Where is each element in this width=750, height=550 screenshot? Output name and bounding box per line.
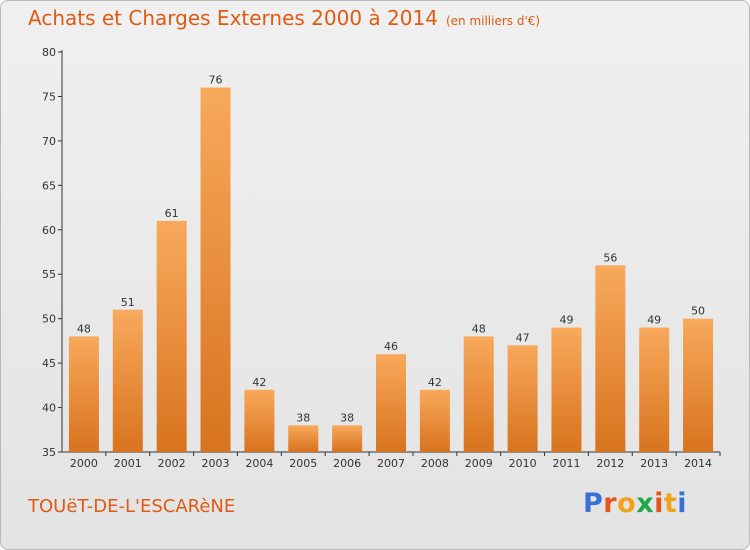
data-label: 42 xyxy=(428,376,442,389)
proxiti-logo-letter: i xyxy=(677,488,688,519)
x-tick-label: 2005 xyxy=(289,457,317,470)
data-label: 56 xyxy=(603,251,617,264)
x-tick-label: 2001 xyxy=(114,457,142,470)
y-tick-label: 60 xyxy=(42,224,56,237)
x-tick-label: 2007 xyxy=(377,457,405,470)
proxiti-logo-letter: i xyxy=(654,488,664,519)
data-label: 42 xyxy=(252,376,266,389)
x-tick-label: 2014 xyxy=(684,457,712,470)
bar xyxy=(244,389,275,452)
y-tick-label: 40 xyxy=(42,402,56,415)
chart-title: Achats et Charges Externes 2000 à 2014 (e… xyxy=(28,6,540,30)
proxiti-logo[interactable]: Proxiti xyxy=(583,488,687,519)
bar xyxy=(595,265,626,452)
bar xyxy=(419,389,450,452)
data-label: 46 xyxy=(384,340,398,353)
x-tick-label: 2008 xyxy=(421,457,449,470)
data-label: 50 xyxy=(691,305,705,318)
y-tick-label: 55 xyxy=(42,268,56,281)
y-tick-label: 65 xyxy=(42,179,56,192)
y-tick-label: 50 xyxy=(42,313,56,326)
x-tick-label: 2002 xyxy=(158,457,186,470)
chart-title-unit: (en milliers d'€) xyxy=(445,14,541,28)
commune-name: TOUëT-DE-L'ESCARèNE xyxy=(28,496,236,517)
chart-title-main: Achats et Charges Externes 2000 à 2014 xyxy=(28,6,438,30)
data-label: 38 xyxy=(340,411,354,424)
y-tick-label: 70 xyxy=(42,135,56,148)
data-label: 38 xyxy=(296,411,310,424)
y-tick-label: 45 xyxy=(42,357,56,370)
x-tick-label: 2003 xyxy=(202,457,230,470)
bar xyxy=(376,354,406,452)
x-tick-label: 2004 xyxy=(245,457,273,470)
bar xyxy=(683,318,714,452)
x-tick-label: 2006 xyxy=(333,457,361,470)
y-tick-label: 35 xyxy=(42,446,56,459)
bar xyxy=(639,327,670,452)
proxiti-logo-letter: t xyxy=(663,488,678,519)
data-label: 48 xyxy=(472,322,486,335)
y-tick-label: 80 xyxy=(42,46,56,59)
proxiti-logo-letter: P xyxy=(583,488,604,519)
bar xyxy=(200,87,231,453)
data-label: 47 xyxy=(516,331,530,344)
bar xyxy=(507,345,538,452)
bar xyxy=(463,336,494,452)
proxiti-logo-letter: r xyxy=(603,488,618,519)
x-tick-label: 2012 xyxy=(596,457,624,470)
proxiti-logo-letter: x xyxy=(636,488,655,519)
x-tick-label: 2010 xyxy=(509,457,537,470)
data-label: 49 xyxy=(559,314,573,327)
bar xyxy=(551,327,582,452)
x-tick-label: 2009 xyxy=(465,457,493,470)
bar xyxy=(156,220,187,452)
data-label: 49 xyxy=(647,314,661,327)
data-label: 61 xyxy=(165,207,179,220)
bar xyxy=(112,309,143,452)
y-tick-label: 75 xyxy=(42,90,56,103)
x-tick-label: 2011 xyxy=(552,457,580,470)
data-label: 76 xyxy=(209,74,223,87)
x-tick-label: 2013 xyxy=(640,457,668,470)
data-label: 48 xyxy=(77,322,91,335)
bar xyxy=(332,425,363,452)
data-label: 51 xyxy=(121,296,135,309)
bar xyxy=(68,336,99,452)
x-tick-label: 2000 xyxy=(70,457,98,470)
proxiti-logo-letter: o xyxy=(617,488,637,519)
bar xyxy=(288,425,319,452)
